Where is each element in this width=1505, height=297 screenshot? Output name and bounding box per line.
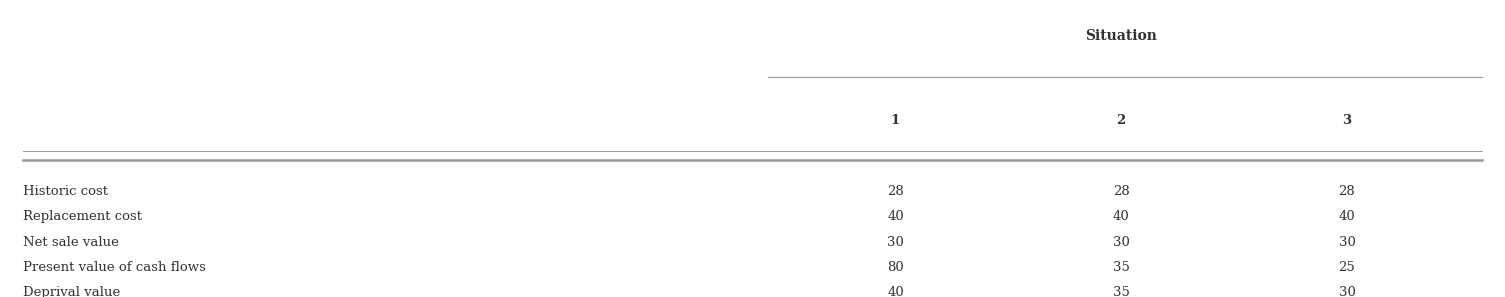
Text: 35: 35 [1112,261,1130,274]
Text: 28: 28 [886,185,905,198]
Text: 3: 3 [1342,114,1351,127]
Text: 30: 30 [886,236,905,249]
Text: 35: 35 [1112,286,1130,297]
Text: Historic cost: Historic cost [23,185,107,198]
Text: 40: 40 [886,286,905,297]
Text: Replacement cost: Replacement cost [23,210,141,223]
Text: Net sale value: Net sale value [23,236,119,249]
Text: Present value of cash flows: Present value of cash flows [23,261,206,274]
Text: 40: 40 [1112,210,1130,223]
Text: 30: 30 [1338,236,1356,249]
Text: 40: 40 [1338,210,1356,223]
Text: 30: 30 [1338,286,1356,297]
Text: 40: 40 [886,210,905,223]
Text: 28: 28 [1112,185,1130,198]
Text: 1: 1 [891,114,900,127]
Text: 25: 25 [1338,261,1356,274]
Text: Deprival value: Deprival value [23,286,120,297]
Text: Situation: Situation [1085,29,1157,43]
Text: 80: 80 [886,261,905,274]
Text: 28: 28 [1338,185,1356,198]
Text: 2: 2 [1117,114,1126,127]
Text: 30: 30 [1112,236,1130,249]
